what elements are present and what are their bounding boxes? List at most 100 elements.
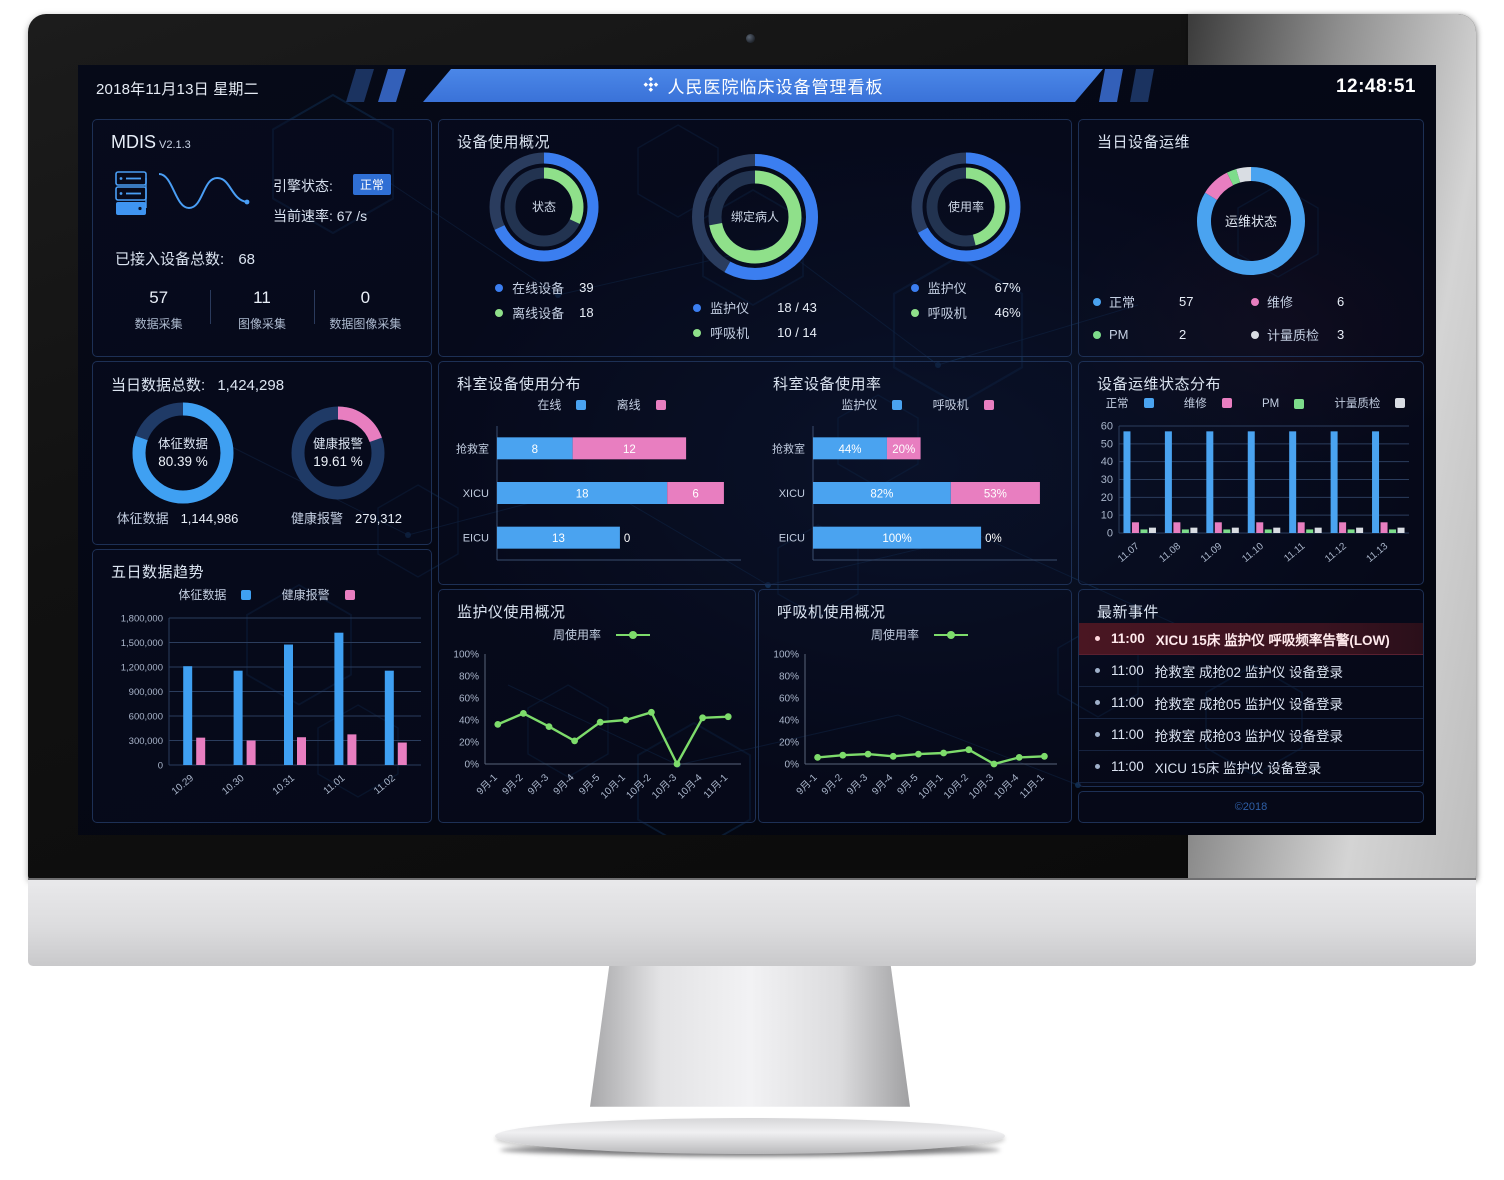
current-rate-label: 当前速率: <box>273 208 333 224</box>
gauge-center-label: 使用率 <box>948 199 984 214</box>
data-point <box>889 752 897 760</box>
category-label: EICU <box>463 533 489 545</box>
bar <box>1181 529 1189 533</box>
bar <box>233 670 243 765</box>
y-tick-label: 600,000 <box>129 712 163 723</box>
y-tick-label: 0% <box>785 760 800 771</box>
legend-item-pm: PM <box>1253 398 1305 410</box>
legend-dot-icon <box>693 303 702 312</box>
legend-item: 监护仪 18 / 43 <box>693 298 817 317</box>
data-today-title-label: 当日数据总数: <box>111 377 206 394</box>
ventilator-usage-title: 呼吸机使用概况 <box>777 604 886 621</box>
y-tick-label: 300,000 <box>129 736 163 747</box>
mdis-title-group: MDIS V2.1.3 <box>111 132 191 153</box>
y-tick-label: 0 <box>1107 528 1113 540</box>
donut-alerts: 健康报警 19.61 % <box>291 406 385 500</box>
data-point <box>940 749 947 757</box>
dept-distribution-title: 科室设备使用分布 <box>457 376 582 393</box>
legend-item-offline: 离线 <box>608 396 666 413</box>
gauge-legend: 在线设备 39 离线设备 18 <box>495 272 594 322</box>
bar <box>1164 431 1172 533</box>
event-text: 抢救室 成抢03 监护仪 设备登录 <box>1154 728 1344 744</box>
legend-line-icon <box>934 630 968 639</box>
bar <box>1214 522 1222 533</box>
ops-legend: 正常 57 维修 6 PM 2 计量质检 3 <box>1093 292 1409 344</box>
bar <box>334 632 344 765</box>
dept-distribution-legend: 在线 离线 <box>439 396 755 413</box>
legend-dot-icon <box>910 308 919 317</box>
event-row[interactable]: 11:00 抢救室 成抢03 监护仪 设备登录 <box>1079 719 1423 751</box>
y-tick-label: 40% <box>779 716 799 727</box>
legend-label: 呼吸机 <box>710 326 750 341</box>
stacked-bar-segment <box>813 437 887 460</box>
data-point <box>965 746 973 754</box>
event-row[interactable]: 11:00 抢救室 成抢05 监护仪 设备登录 <box>1079 687 1423 719</box>
legend-value: 6 <box>1337 294 1345 309</box>
kpi-image-collection: 11 图像采集 <box>210 288 313 332</box>
gauge-utilization: 使用率 监护仪 67% 呼吸机 46% <box>860 148 1071 342</box>
footer-label: 体征数据 <box>116 511 169 526</box>
bar <box>1273 527 1281 533</box>
dept-distribution-chart: 抢救室 8 12 XICU 18 6 EICU 13 0 <box>456 426 741 561</box>
legend-label: 监护仪 <box>927 281 967 296</box>
data-point <box>673 760 681 768</box>
gauge-center-label: 绑定病人 <box>731 209 779 224</box>
bar <box>1339 522 1347 533</box>
donut-center-label: 运维状态 <box>1225 214 1277 229</box>
bar <box>1140 529 1148 533</box>
legend-value: 2 <box>1179 327 1187 342</box>
header-accent-bar-right-outer <box>1130 69 1154 102</box>
kpi-value: 11 <box>253 288 271 307</box>
header-title-group: 人民医院临床设备管理看板 <box>643 73 884 98</box>
ops-donut-slice <box>1205 172 1234 201</box>
monitor-chin <box>28 880 1476 966</box>
total-devices-label: 已接入设备总数: <box>115 251 225 268</box>
legend-swatch-icon <box>576 399 587 410</box>
legend-item-alerts: 健康报警 <box>273 586 355 603</box>
event-row[interactable]: 11:00 XICU 15床 监护仪 呼吸频率告警(LOW) <box>1079 623 1423 655</box>
bar <box>1123 431 1131 533</box>
bar-value-label: 20% <box>892 444 915 456</box>
bar <box>1223 529 1231 533</box>
data-wave-icon <box>159 173 250 210</box>
bar <box>297 737 306 765</box>
legend-swatch-icon <box>344 589 355 600</box>
legend-item-weekly-rate: 周使用率 <box>862 626 968 643</box>
x-tick-label: 10月-2 <box>624 771 654 801</box>
y-tick-label: 1,200,000 <box>121 663 163 674</box>
x-tick-label: 9月-1 <box>474 771 500 797</box>
x-tick-label: 11.07 <box>1116 541 1142 565</box>
line-series <box>817 748 1045 766</box>
y-tick-label: 60% <box>779 694 799 705</box>
data-today-donuts: 体征数据 80.39 % 健康报警 19.61 % <box>132 402 385 504</box>
legend-swatch-icon <box>983 399 994 410</box>
legend-value: 67% <box>994 280 1021 295</box>
legend-label: 计量质检 <box>1334 398 1381 410</box>
legend-item-monitor: 监护仪 <box>832 396 903 413</box>
legend-item-normal: 正常 <box>1097 395 1154 411</box>
y-tick-label: 20% <box>459 738 479 749</box>
kpi-data-collection: 57 数据采集 <box>107 288 210 332</box>
gauge-legend: 监护仪 18 / 43 呼吸机 10 / 14 <box>693 292 817 342</box>
current-rate-value: 67 /s <box>336 208 368 224</box>
monitor-stand-neck <box>590 966 910 1107</box>
dept-utilization-chart: 抢救室 44% 20% XICU 82% 53% EICU 100% 0% <box>772 426 1057 561</box>
legend-label: 周使用率 <box>870 628 919 642</box>
legend-value: 46% <box>994 305 1021 320</box>
legend-label: 体征数据 <box>178 588 227 602</box>
five-day-trend-panel: 五日数据趋势 体征数据 健康报警 0 300,000 600,000 900,000 1… <box>92 549 432 823</box>
y-tick-label: 40 <box>1101 456 1113 468</box>
monitor-usage-chart: 0%20%40%60%80%100%9月-1 9月-2 9月-3 9月-4 9月-510… <box>453 650 741 801</box>
legend-label: 离线设备 <box>512 306 565 321</box>
legend-swatch-icon <box>655 399 666 410</box>
top-bar: 2018年11月13日 星期二 <box>78 65 1436 113</box>
category-label: 抢救室 <box>456 441 489 455</box>
event-row[interactable]: 11:00 XICU 15床 监护仪 设备登录 <box>1079 751 1423 783</box>
monitor-stand-foot <box>495 1118 1005 1154</box>
kpi-label: 数据采集 <box>134 317 183 331</box>
event-list[interactable]: 11:00 XICU 15床 监护仪 呼吸频率告警(LOW) 11:00 抢救室 成抢… <box>1079 623 1423 783</box>
x-tick-label: 10.30 <box>220 773 247 798</box>
event-row[interactable]: 11:00 抢救室 成抢02 监护仪 设备登录 <box>1079 655 1423 687</box>
y-tick-label: 20% <box>779 738 799 749</box>
trend-legend: 体征数据 健康报警 <box>93 586 431 603</box>
